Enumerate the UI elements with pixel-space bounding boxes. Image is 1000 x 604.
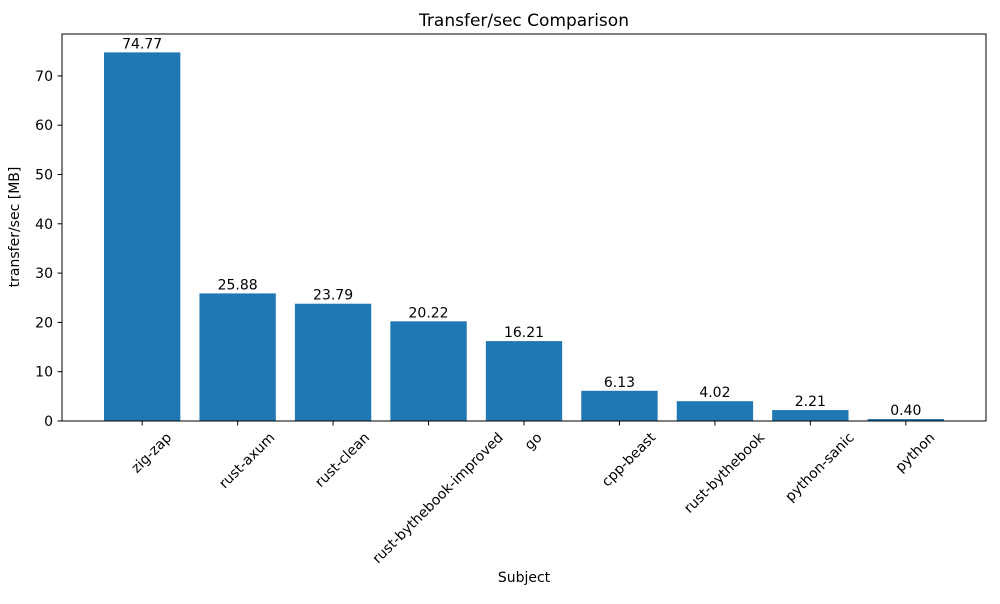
bar-python-sanic bbox=[772, 410, 849, 421]
bar-go bbox=[485, 341, 563, 421]
bar-value-label: 6.13 bbox=[604, 375, 635, 391]
y-tick-label: 50 bbox=[35, 168, 53, 184]
bar-value-label: 25.88 bbox=[218, 277, 258, 293]
x-tick-label: go bbox=[522, 430, 546, 454]
chart-title: Transfer/sec Comparison bbox=[418, 11, 629, 31]
x-axis-label: Subject bbox=[498, 570, 551, 586]
bar-value-label: 16.21 bbox=[504, 325, 544, 341]
bar-cpp-beast bbox=[581, 390, 658, 421]
y-tick-label: 70 bbox=[35, 69, 53, 85]
bar-python bbox=[867, 419, 944, 421]
x-tick-label: python-sanic bbox=[782, 430, 857, 505]
bar-rust-bythebook bbox=[676, 401, 754, 421]
bar-value-label: 4.02 bbox=[699, 385, 730, 401]
bar-rust-clean bbox=[294, 303, 372, 421]
x-tick-label: python bbox=[892, 430, 938, 476]
bar-value-label: 23.79 bbox=[313, 288, 353, 304]
y-tick-label: 40 bbox=[35, 217, 53, 233]
bar-value-label: 20.22 bbox=[409, 305, 449, 321]
y-tick-label: 60 bbox=[35, 118, 53, 134]
bar-rust-bythebook-improved bbox=[390, 321, 467, 421]
bar-value-label: 74.77 bbox=[122, 36, 162, 52]
y-tick-label: 20 bbox=[35, 315, 53, 331]
x-tick-label: zig-zap bbox=[128, 430, 175, 477]
bar-zig-zap bbox=[104, 52, 181, 421]
y-tick-label: 30 bbox=[35, 266, 53, 282]
y-axis-label: transfer/sec [MB] bbox=[7, 167, 23, 288]
bar-rust-axum bbox=[199, 293, 276, 421]
y-tick-label: 10 bbox=[35, 365, 53, 381]
y-tick-label: 0 bbox=[44, 414, 53, 430]
bar-value-label: 0.40 bbox=[890, 403, 921, 419]
x-tick-label: rust-bythebook-improved bbox=[370, 430, 507, 567]
bar-value-label: 2.21 bbox=[795, 394, 826, 410]
x-tick-label: cpp-beast bbox=[599, 429, 660, 490]
x-tick-label: rust-clean bbox=[312, 430, 373, 491]
bars-layer bbox=[104, 52, 944, 421]
x-tick-label: rust-bythebook bbox=[681, 429, 768, 516]
x-tick-label: rust-axum bbox=[216, 430, 278, 492]
